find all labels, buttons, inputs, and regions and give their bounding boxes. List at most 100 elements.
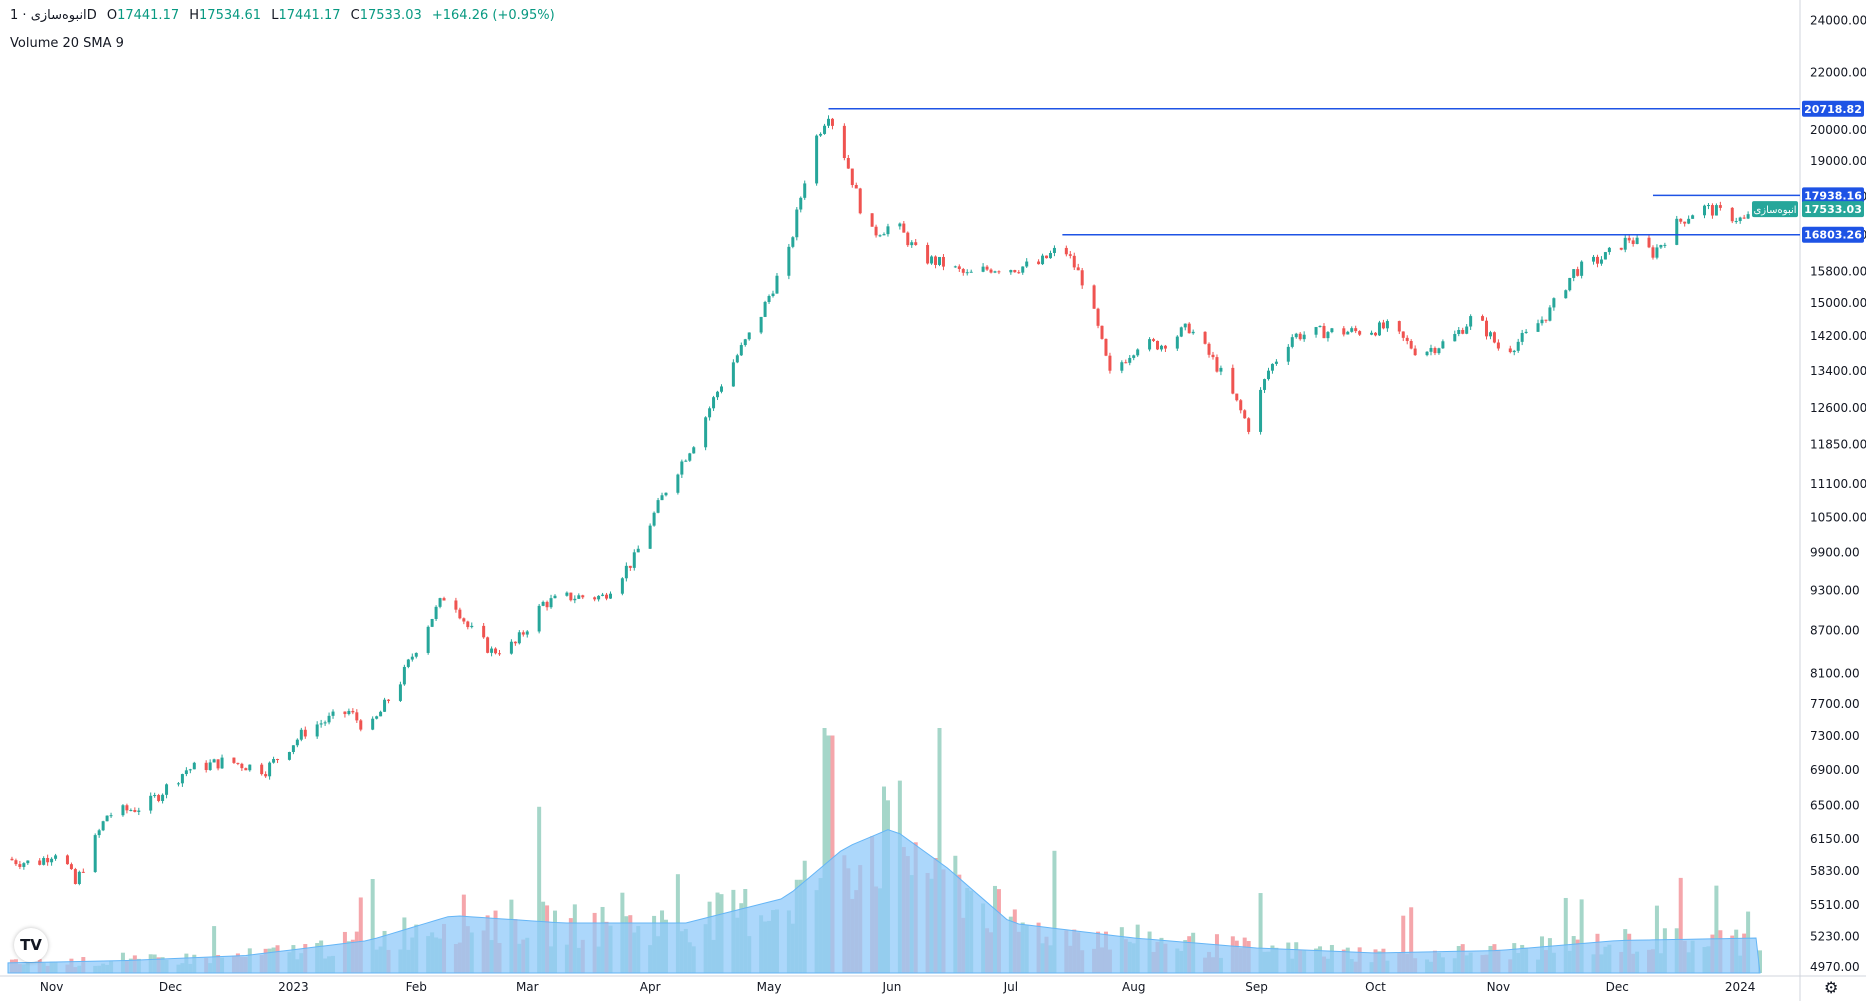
candle-body — [636, 548, 640, 553]
close-value: 17533.03 — [359, 8, 422, 23]
candle-body — [371, 718, 375, 730]
x-tick-label: 2024 — [1725, 980, 1756, 994]
candle-body — [1437, 348, 1441, 354]
candle-body — [763, 301, 767, 317]
volume-bar — [1678, 877, 1683, 973]
candle-body — [846, 157, 850, 169]
candle-body — [1211, 354, 1215, 358]
candle-body — [248, 764, 252, 771]
y-tick-label: 9300.00 — [1810, 583, 1860, 597]
volume-bar — [822, 728, 827, 973]
x-tick-label: Oct — [1365, 980, 1386, 994]
candle-body — [577, 595, 581, 599]
candle-body — [355, 712, 359, 721]
candle-body — [1429, 348, 1433, 352]
candle-body — [906, 232, 910, 246]
candle-body — [1484, 320, 1488, 337]
y-tick-label: 8700.00 — [1810, 623, 1860, 637]
candle-body — [1025, 261, 1029, 267]
candle-body — [236, 762, 240, 764]
candle-body — [708, 408, 712, 418]
candle-body — [1576, 269, 1580, 276]
volume-bar — [358, 897, 363, 973]
candle-body — [1120, 362, 1124, 371]
candle-body — [1148, 339, 1152, 350]
x-tick-label: Nov — [40, 980, 63, 994]
candle-body — [1413, 348, 1417, 356]
candle-body — [101, 821, 105, 831]
candle-body — [161, 794, 165, 801]
candle-body — [1635, 237, 1639, 244]
candle-body — [934, 256, 938, 265]
candle-body — [303, 729, 307, 737]
horizontal-levels[interactable] — [828, 108, 1800, 236]
candle-body — [109, 815, 113, 817]
x-tick-label: Sep — [1245, 980, 1268, 994]
y-tick-label: 5230.00 — [1810, 929, 1860, 943]
symbol-name[interactable]: انبوه‌سازی — [30, 8, 87, 23]
candle-body — [660, 495, 664, 501]
candle-body — [1346, 331, 1350, 335]
candle-body — [73, 869, 77, 884]
candle-body — [232, 757, 236, 763]
interval[interactable]: 1D — [10, 8, 97, 23]
candle-body — [1706, 205, 1710, 207]
candle-body — [105, 815, 109, 822]
price-axis[interactable]: 24000.0022000.0020000.0019000.0017900.00… — [1810, 13, 1866, 974]
candle-body — [1136, 349, 1140, 356]
candle-body — [1718, 205, 1722, 208]
high-label: H — [189, 8, 200, 23]
candle-body — [50, 858, 54, 863]
candle-body — [1516, 341, 1520, 351]
open-value: 17441.17 — [117, 8, 180, 23]
candle-body — [1064, 247, 1068, 255]
candle-body — [121, 805, 125, 816]
candle-body — [498, 653, 502, 655]
candle-body — [1045, 255, 1049, 259]
volume-legend[interactable]: Volume 20 SMA 9 — [10, 36, 124, 51]
candle-body — [684, 460, 688, 462]
candle-body — [854, 184, 858, 189]
volume-bar — [1714, 885, 1719, 973]
open-label: O — [106, 8, 118, 23]
candle-body — [1703, 205, 1707, 216]
tradingview-logo[interactable]: TV — [14, 928, 48, 962]
candle-body — [1286, 346, 1290, 362]
candle-body — [767, 296, 771, 302]
candle-body — [1326, 332, 1330, 339]
candle-body — [1453, 333, 1457, 342]
symbol-tag-label: انبوه‌سازی — [1753, 205, 1796, 216]
candle-body — [830, 118, 834, 126]
gear-icon[interactable]: ⚙ — [1824, 978, 1839, 997]
candle-body — [937, 256, 941, 265]
candle-body — [521, 632, 525, 635]
candle-body — [188, 769, 192, 771]
candle-body — [1302, 334, 1306, 340]
time-axis[interactable]: Nov Dec 2023 Feb Mar Apr May Jun Jul Aug Sep Oct Nov… — [40, 980, 1756, 994]
candle-body — [351, 710, 355, 713]
candle-body — [656, 500, 660, 513]
level-price-label: 17938.16 — [1804, 189, 1862, 202]
candle-body — [1072, 255, 1076, 268]
candle-body — [1572, 269, 1576, 278]
candle-body — [1433, 348, 1437, 354]
volume-bar — [1401, 915, 1406, 973]
candle-body — [1076, 267, 1080, 271]
candle-body — [347, 710, 351, 715]
candle-body — [93, 835, 97, 873]
candle-body — [387, 699, 391, 701]
candle-body — [969, 271, 973, 273]
candle-body — [22, 863, 26, 867]
candle-body — [383, 699, 387, 712]
candle-body — [759, 316, 763, 333]
volume-sma-area — [7, 829, 1761, 974]
candle-body — [1481, 316, 1485, 321]
candle-body — [1631, 240, 1635, 244]
candle-body — [898, 223, 902, 227]
volume-bar — [212, 926, 217, 973]
candle-body — [1191, 331, 1195, 334]
candle-body — [184, 770, 188, 775]
candle-body — [1675, 218, 1679, 245]
y-tick-label: 5830.00 — [1810, 864, 1860, 878]
